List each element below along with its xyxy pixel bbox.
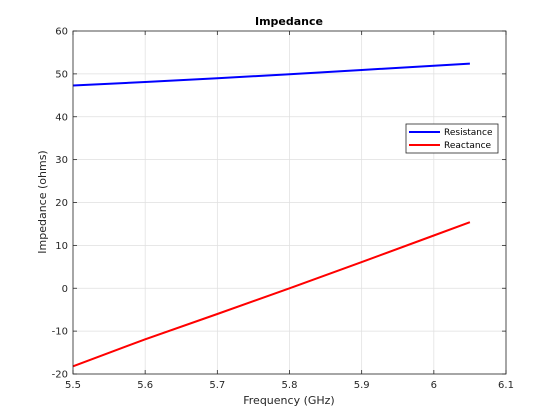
y-tick-label: 50 — [55, 69, 68, 80]
y-tick-label: 60 — [55, 27, 68, 38]
x-tick-label: 5.9 — [354, 380, 370, 391]
y-tick-label: -20 — [52, 370, 68, 381]
legend-label-resistance: Resistance — [444, 128, 493, 138]
y-tick-label: 20 — [55, 198, 68, 209]
x-tick-label: 6.1 — [498, 380, 514, 391]
chart-title: Impedance — [255, 15, 323, 28]
x-tick-label: 5.8 — [282, 380, 298, 391]
y-tick-label: 10 — [55, 241, 68, 252]
series-line-resistance — [72, 62, 470, 87]
x-tick-label: 5.7 — [209, 380, 225, 391]
x-tick-labels: 5.5 5.6 5.7 5.8 5.9 6 6.1 — [65, 380, 514, 391]
y-tick-label: 30 — [55, 155, 68, 166]
series-line-reactance — [72, 221, 471, 368]
series-layer — [72, 62, 471, 368]
y-tick-label: 0 — [62, 284, 68, 295]
y-tick-label: -10 — [52, 327, 68, 338]
x-axis-label: Frequency (GHz) — [243, 394, 334, 407]
y-axis-label: Impedance (ohms) — [36, 150, 49, 253]
x-tick-label: 5.5 — [65, 380, 81, 391]
legend: Resistance Reactance — [405, 123, 499, 154]
y-tick-label: 40 — [55, 112, 68, 123]
y-tick-labels: -20 -10 0 10 20 30 40 50 60 — [52, 27, 68, 381]
x-tick-label: 5.6 — [137, 380, 153, 391]
legend-label-reactance: Reactance — [444, 141, 492, 151]
axis-ticks — [72, 30, 507, 375]
legend-box — [405, 123, 499, 154]
x-tick-label: 6 — [431, 380, 437, 391]
